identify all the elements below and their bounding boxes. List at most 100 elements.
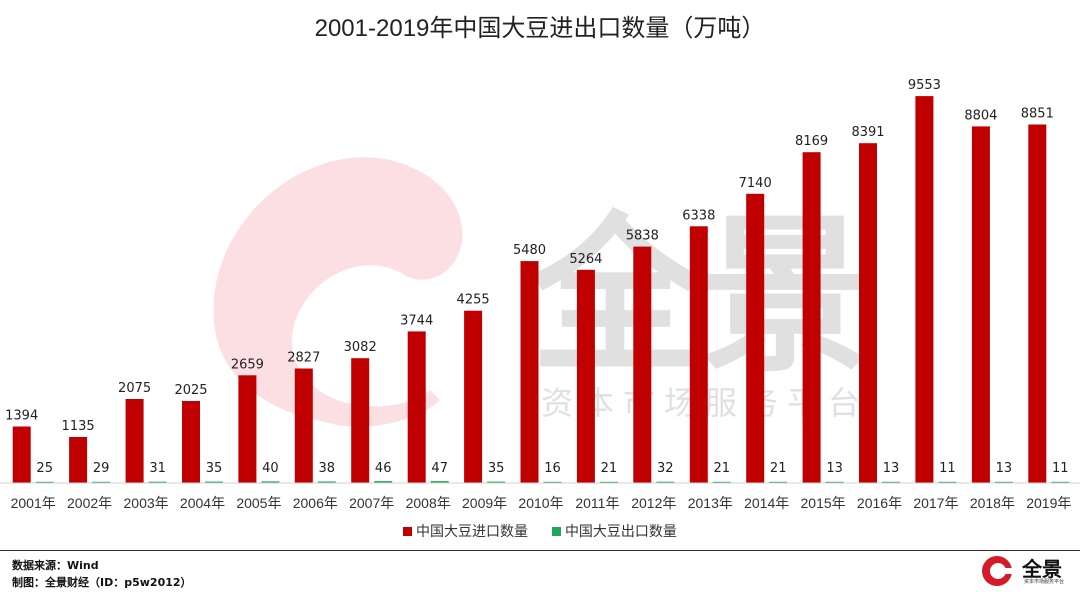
legend-swatch-import xyxy=(403,526,413,536)
export-value-label-8: 35 xyxy=(488,461,505,476)
bar-marks xyxy=(12,96,1070,484)
x-tick-label-3: 2004年 xyxy=(180,495,225,511)
source-note: 数据来源：Wind xyxy=(12,559,99,572)
x-tick-label-4: 2005年 xyxy=(236,495,281,511)
import-bar-13 xyxy=(746,193,765,484)
export-value-label-1: 29 xyxy=(93,461,110,476)
export-value-label-11: 32 xyxy=(657,461,674,476)
export-value-label-13: 21 xyxy=(770,461,787,476)
import-bar-14 xyxy=(802,152,821,483)
export-bar-12 xyxy=(712,481,731,483)
import-value-label-0: 1394 xyxy=(5,409,38,424)
legend: 中国大豆进口数量 中国大豆出口数量 xyxy=(0,521,1080,541)
export-bar-6 xyxy=(374,481,393,483)
import-bar-16 xyxy=(915,96,934,483)
import-value-label-4: 2659 xyxy=(231,357,264,372)
export-value-label-0: 25 xyxy=(36,461,53,476)
data-labels: 1394251135292075312025352659402827383082… xyxy=(5,78,1068,476)
x-tick-label-13: 2014年 xyxy=(744,495,789,511)
export-value-label-14: 13 xyxy=(826,461,843,476)
import-bar-0 xyxy=(12,426,31,483)
export-bar-0 xyxy=(35,481,54,483)
x-tick-label-14: 2015年 xyxy=(801,495,846,511)
import-bar-4 xyxy=(238,375,257,483)
x-tick-label-10: 2011年 xyxy=(575,495,619,511)
import-value-label-18: 8851 xyxy=(1021,107,1054,122)
export-value-label-17: 13 xyxy=(996,461,1013,476)
export-value-label-15: 13 xyxy=(883,461,900,476)
import-value-label-16: 9553 xyxy=(908,78,941,93)
import-bar-15 xyxy=(859,143,877,483)
import-value-label-14: 8169 xyxy=(795,134,828,149)
footer-logo-brand: 全景 xyxy=(1022,557,1062,581)
import-bar-12 xyxy=(689,226,708,484)
export-bar-16 xyxy=(938,481,957,483)
x-tick-label-9: 2010年 xyxy=(518,495,563,511)
x-tick-label-7: 2008年 xyxy=(406,495,451,511)
export-bar-4 xyxy=(261,481,280,483)
chart-title: 2001-2019年中国大豆进出口数量（万吨） xyxy=(314,15,766,42)
import-value-label-3: 2025 xyxy=(174,383,207,398)
import-value-label-7: 3744 xyxy=(400,313,433,328)
import-value-label-11: 5838 xyxy=(626,229,659,244)
import-bar-7 xyxy=(407,331,426,483)
export-bar-15 xyxy=(882,481,900,483)
import-value-label-9: 5480 xyxy=(513,243,546,258)
import-bar-17 xyxy=(971,126,990,484)
export-bar-14 xyxy=(825,481,844,483)
export-value-label-12: 21 xyxy=(714,461,731,476)
import-value-label-2: 2075 xyxy=(118,381,151,396)
export-value-label-3: 35 xyxy=(206,461,223,476)
x-tick-label-12: 2013年 xyxy=(688,495,733,511)
export-bar-2 xyxy=(148,481,167,483)
chart-plot: 全景 资本市场服务平台 1394251135292075312025352659… xyxy=(0,78,1080,511)
legend-swatch-export xyxy=(551,526,561,536)
export-value-label-9: 16 xyxy=(544,461,561,476)
import-bar-18 xyxy=(1028,124,1047,483)
export-value-label-5: 38 xyxy=(319,461,336,476)
import-bar-6 xyxy=(351,358,370,483)
footer-logo-tagline: 资本市场服务平台 xyxy=(1024,579,1065,585)
export-bar-1 xyxy=(92,481,111,483)
export-bar-8 xyxy=(487,481,506,483)
x-tick-label-8: 2009年 xyxy=(462,495,507,511)
x-tick-label-6: 2007年 xyxy=(349,495,394,511)
x-tick-label-15: 2016年 xyxy=(857,495,902,511)
footer-divider xyxy=(0,550,1080,551)
legend-item-import: 中国大豆进口数量 xyxy=(403,521,528,541)
export-value-label-2: 31 xyxy=(149,461,166,476)
export-value-label-16: 11 xyxy=(939,461,956,476)
import-bar-8 xyxy=(464,310,483,483)
export-value-label-7: 47 xyxy=(431,461,448,476)
import-value-label-6: 3082 xyxy=(344,340,377,355)
export-bar-10 xyxy=(599,481,618,483)
watermark-swirl-icon xyxy=(213,157,463,427)
export-bar-7 xyxy=(430,481,449,483)
x-tick-label-1: 2002年 xyxy=(67,495,112,511)
x-tick-label-0: 2001年 xyxy=(11,495,56,511)
export-bar-11 xyxy=(656,481,675,483)
import-value-label-5: 2827 xyxy=(287,351,320,366)
import-bar-10 xyxy=(576,269,595,483)
export-bar-9 xyxy=(543,481,562,483)
x-tick-label-16: 2017年 xyxy=(913,495,958,511)
export-bar-13 xyxy=(769,481,788,483)
x-tick-label-11: 2012年 xyxy=(631,495,676,511)
import-value-label-8: 4255 xyxy=(457,293,490,308)
export-bar-3 xyxy=(205,481,223,483)
legend-label-export: 中国大豆出口数量 xyxy=(564,523,677,539)
export-bar-17 xyxy=(994,481,1013,483)
import-bar-9 xyxy=(520,261,539,483)
import-value-label-1: 1135 xyxy=(62,419,95,434)
import-bar-11 xyxy=(633,246,652,483)
x-tick-labels: 2001年 2002年 2003年 2004年 2005年 2006年 2007年 2008年… xyxy=(11,495,1072,511)
export-bar-18 xyxy=(1051,481,1070,483)
export-value-label-18: 11 xyxy=(1052,461,1069,476)
import-bar-2 xyxy=(125,399,144,483)
x-tick-label-17: 2018年 xyxy=(970,495,1015,511)
x-tick-label-18: 2019年 xyxy=(1026,495,1071,511)
footer-logo-icon xyxy=(982,556,1014,586)
import-bar-3 xyxy=(182,401,200,483)
credit-note: 制图：全景财经（ID：p5w2012） xyxy=(12,576,192,589)
import-bar-1 xyxy=(69,437,88,483)
